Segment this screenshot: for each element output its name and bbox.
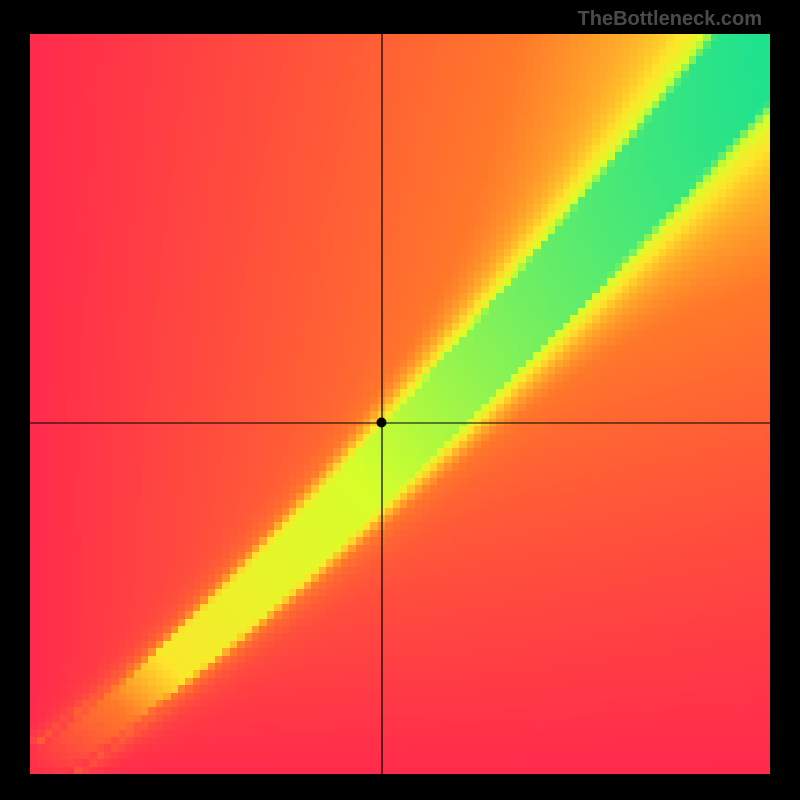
chart-container: TheBottleneck.com <box>0 0 800 800</box>
heatmap-plot <box>30 34 770 774</box>
watermark-text: TheBottleneck.com <box>578 8 762 31</box>
